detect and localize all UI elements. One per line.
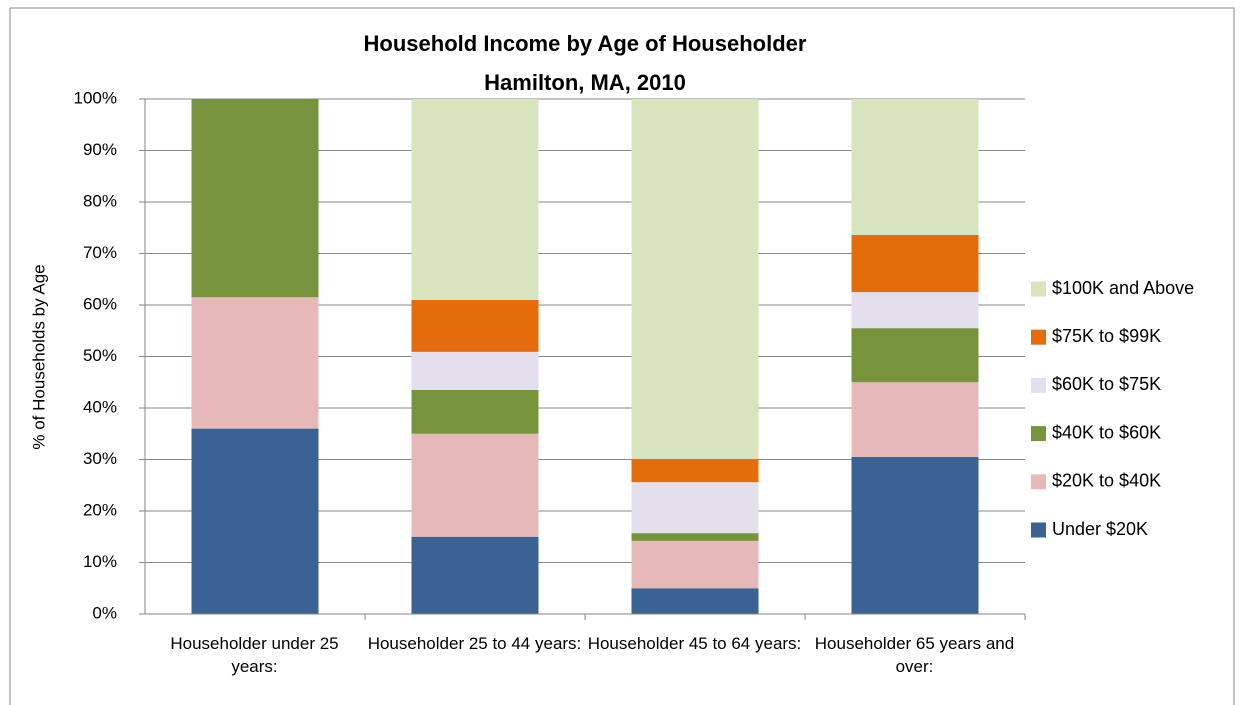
bar-segment bbox=[631, 588, 759, 614]
x-tick-label: Householder under 25 years: bbox=[170, 634, 339, 676]
bar-segment bbox=[851, 328, 979, 383]
x-tick-label: Householder 25 to 44 years: bbox=[367, 634, 582, 653]
bar-segment bbox=[851, 234, 979, 293]
y-tick-label: 50% bbox=[83, 346, 117, 365]
y-tick-label: 100% bbox=[74, 88, 117, 107]
bar-segment bbox=[411, 99, 539, 300]
y-tick-label: 70% bbox=[83, 243, 117, 262]
legend-swatch bbox=[1031, 522, 1046, 538]
bar-segment bbox=[411, 433, 539, 537]
legend-label: $100K and Above bbox=[1052, 278, 1194, 298]
bar-segment bbox=[411, 299, 539, 352]
chart-subtitle: Hamilton, MA, 2010 bbox=[484, 70, 686, 95]
y-axis-title: % of Households by Age bbox=[29, 264, 48, 449]
legend-label: $60K to $75K bbox=[1052, 374, 1161, 394]
bar-segment bbox=[631, 540, 759, 589]
bar-segment bbox=[191, 297, 319, 429]
bar-segment bbox=[631, 482, 759, 534]
legend-label: $40K to $60K bbox=[1052, 422, 1161, 442]
y-tick-label: 60% bbox=[83, 294, 117, 313]
legend-label: $20K to $40K bbox=[1052, 471, 1161, 491]
bar-segment bbox=[411, 536, 539, 614]
chart-title: Household Income by Age of Householder bbox=[364, 31, 807, 56]
bar-segment bbox=[851, 456, 979, 614]
y-tick-label: 80% bbox=[83, 191, 117, 210]
bar-segment bbox=[851, 292, 979, 329]
y-tick-label: 20% bbox=[83, 500, 117, 519]
bar-segment bbox=[631, 533, 759, 541]
legend-swatch bbox=[1031, 377, 1046, 393]
bar-segment bbox=[411, 389, 539, 434]
bar-segment bbox=[851, 99, 979, 235]
bar-segment bbox=[631, 99, 759, 459]
legend-swatch bbox=[1031, 329, 1046, 345]
bar-segment bbox=[631, 458, 759, 483]
legend-swatch bbox=[1031, 281, 1046, 297]
y-tick-label: 10% bbox=[83, 552, 117, 571]
legend-label: Under $20K bbox=[1052, 519, 1148, 539]
y-tick-label: 90% bbox=[83, 140, 117, 159]
bar-segment bbox=[191, 99, 319, 298]
x-tick-label: Householder 65 years and over: bbox=[814, 634, 1015, 676]
y-tick-label: 0% bbox=[92, 603, 117, 622]
x-tick-label: Householder 45 to 64 years: bbox=[587, 634, 802, 653]
y-tick-label: 30% bbox=[83, 449, 117, 468]
bar-segment bbox=[851, 382, 979, 457]
legend-swatch bbox=[1031, 474, 1046, 490]
y-tick-label: 40% bbox=[83, 397, 117, 416]
legend-label: $75K to $99K bbox=[1052, 326, 1161, 346]
bar-segment bbox=[411, 351, 539, 390]
bar-segment bbox=[191, 428, 319, 614]
legend-swatch bbox=[1031, 426, 1046, 442]
